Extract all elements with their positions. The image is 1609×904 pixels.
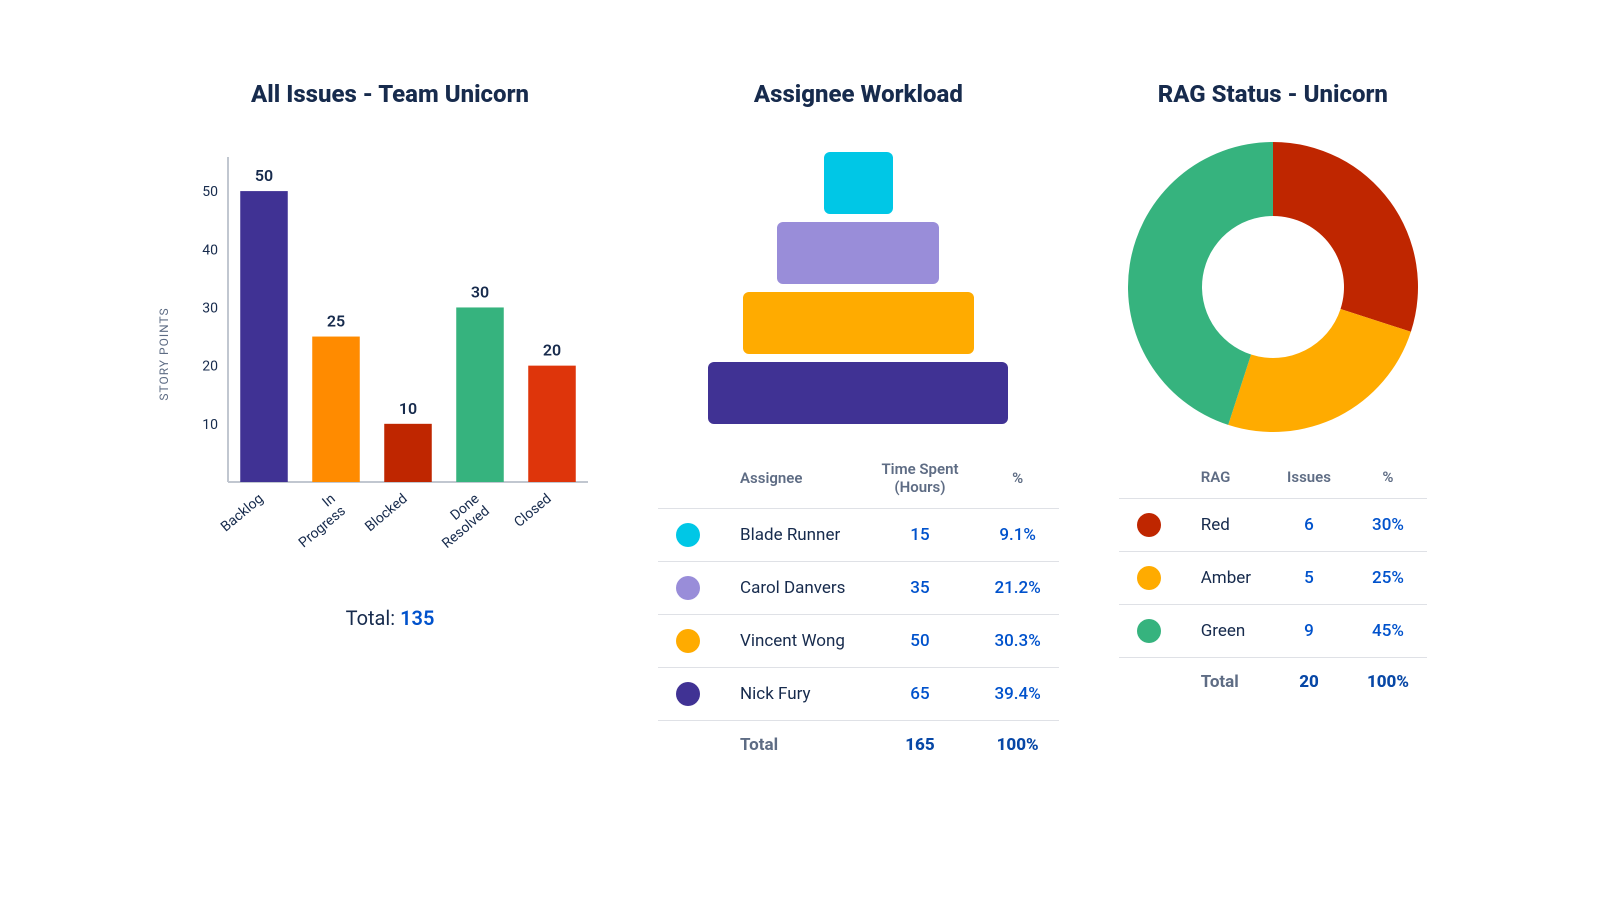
rag-name: Green [1183,605,1269,658]
bar-chart-y-tick: 30 [202,300,218,316]
pyramid-block-nick-fury [708,362,1008,424]
assignee-hours: 35 [863,562,976,615]
rag-pct: 25% [1349,552,1427,605]
rag-col-header: RAG [1183,462,1269,499]
bar-chart: STORY POINTS 102030405050Backlog25InProg… [182,132,598,576]
bar-chart-y-axis-label: STORY POINTS [157,307,171,400]
table-total-row: Total165100% [658,721,1059,770]
rag-title: RAG Status - Unicorn [1158,80,1388,108]
bar-chart-total-label: Total: [346,606,396,630]
rag-col-header: % [1349,462,1427,499]
panel-all-issues: All Issues - Team Unicorn STORY POINTS 1… [182,80,598,630]
bar-category-label: InProgress [286,491,349,551]
pyramid-block-carol-danvers [777,222,939,284]
color-swatch [676,576,700,600]
color-swatch [676,682,700,706]
workload-title: Assignee Workload [754,80,963,108]
bar-category-label: Backlog [218,491,267,535]
donut-slice-red [1273,142,1418,332]
assignee-hours: 15 [863,509,976,562]
assignee-name: Nick Fury [722,668,863,721]
assignee-pct: 9.1% [976,509,1058,562]
rag-pct: 45% [1349,605,1427,658]
table-row: Vincent Wong5030.3% [658,615,1059,668]
workload-table: AssigneeTime Spent(Hours)%Blade Runner15… [658,454,1059,769]
bar-blocked [384,424,432,482]
bar-chart-y-tick: 50 [202,184,218,200]
bar-value-label: 50 [255,166,273,185]
rag-donut [1128,142,1418,436]
workload-col-header: % [976,454,1058,509]
table-total-row: Total20100% [1119,658,1427,707]
bar-chart-svg: 10 20 30 40 50 50 Backlog 25 InProgress 10 Blocked… [182,132,598,572]
pyramid-block-vincent-wong [743,292,974,354]
bar-chart-y-tick: 20 [202,359,218,375]
rag-donut-svg [1128,142,1418,432]
color-swatch [676,629,700,653]
bar-category-label: Closed [511,491,554,531]
panel-assignee-workload: Assignee Workload AssigneeTime Spent(Hou… [658,80,1059,769]
workload-col-header: Time Spent(Hours) [863,454,976,509]
rag-issues: 6 [1269,499,1349,552]
bar-value-label: 30 [471,282,489,301]
panel-rag-status: RAG Status - Unicorn RAGIssues%Red630%Am… [1119,80,1427,706]
color-swatch [676,523,700,547]
table-row: Carol Danvers3521.2% [658,562,1059,615]
bar-in-progress [312,337,360,482]
total-label: Total [722,721,863,770]
bar-closed [528,366,576,482]
table-row: Green945% [1119,605,1427,658]
rag-name: Amber [1183,552,1269,605]
color-swatch [1137,619,1161,643]
bar-category-label: Blocked [362,491,410,535]
rag-table: RAGIssues%Red630%Amber525%Green945%Total… [1119,462,1427,706]
assignee-pct: 39.4% [976,668,1058,721]
assignee-pct: 30.3% [976,615,1058,668]
bar-backlog [240,191,288,482]
rag-issues: 9 [1269,605,1349,658]
total-pct: 100% [1349,658,1427,707]
assignee-name: Blade Runner [722,509,863,562]
bar-chart-y-tick: 10 [202,417,218,433]
table-row: Red630% [1119,499,1427,552]
assignee-name: Carol Danvers [722,562,863,615]
donut-slice-amber [1228,309,1411,432]
bar-value-label: 10 [399,399,417,418]
bar-done-resolved [456,307,504,482]
table-row: Blade Runner159.1% [658,509,1059,562]
assignee-hours: 50 [863,615,976,668]
pyramid-block-blade-runner [824,152,893,214]
workload-pyramid [708,152,1008,424]
bar-value-label: 20 [543,341,561,360]
bar-chart-y-tick: 40 [202,242,218,258]
total-label: Total [1183,658,1269,707]
total-pct: 100% [976,721,1058,770]
workload-col-header: Assignee [722,454,863,509]
total-issues: 20 [1269,658,1349,707]
bar-value-label: 25 [327,312,345,331]
total-hours: 165 [863,721,976,770]
assignee-name: Vincent Wong [722,615,863,668]
rag-pct: 30% [1349,499,1427,552]
dashboard: All Issues - Team Unicorn STORY POINTS 1… [0,0,1609,809]
assignee-hours: 65 [863,668,976,721]
rag-name: Red [1183,499,1269,552]
rag-col-header: Issues [1269,462,1349,499]
assignee-pct: 21.2% [976,562,1058,615]
rag-issues: 5 [1269,552,1349,605]
bar-category-label: DoneResolved [429,491,493,552]
bar-chart-title: All Issues - Team Unicorn [251,80,529,108]
table-row: Amber525% [1119,552,1427,605]
bar-chart-total: Total: 135 [346,606,435,630]
bar-chart-total-value: 135 [400,606,434,630]
table-row: Nick Fury6539.4% [658,668,1059,721]
color-swatch [1137,566,1161,590]
color-swatch [1137,513,1161,537]
